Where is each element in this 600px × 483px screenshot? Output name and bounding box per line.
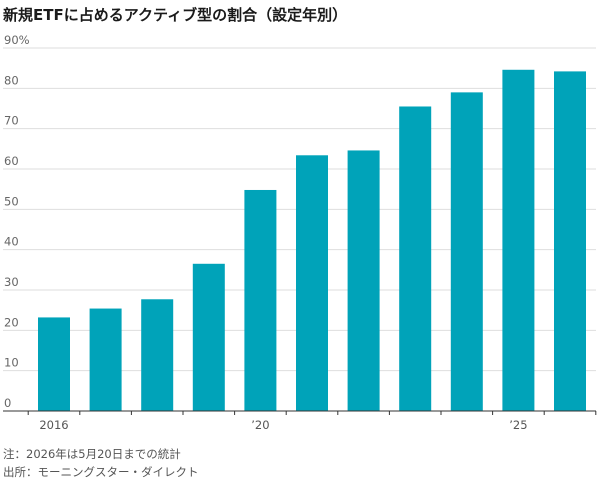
x-axis-tick-labels: 2016 ’20 ’25 — [39, 418, 527, 432]
y-tick-label: 30 — [4, 275, 19, 289]
bar-2026 — [554, 71, 586, 411]
bar-2024 — [450, 92, 483, 411]
x-tick-label: ’25 — [509, 418, 527, 432]
footnote-note: 注：2026年は5月20日までの統計 — [3, 447, 181, 461]
bar-2016 — [38, 317, 70, 411]
bar-2019 — [192, 263, 225, 411]
y-tick-label: 70 — [4, 114, 19, 128]
y-tick-label: 60 — [4, 154, 19, 168]
x-axis — [3, 410, 597, 415]
y-tick-label: 90% — [4, 33, 30, 47]
y-tick-label: 20 — [4, 315, 19, 329]
x-tick-label: 2016 — [39, 418, 68, 432]
bar-2020 — [244, 189, 277, 411]
x-tick-label: ’20 — [251, 418, 269, 432]
y-tick-label: 50 — [4, 194, 19, 208]
bar-2022 — [347, 150, 380, 412]
bar-2017 — [89, 308, 122, 411]
y-tick-label: 10 — [4, 356, 19, 370]
y-tick-label: 0 — [4, 396, 11, 410]
bar-2023 — [399, 106, 432, 411]
y-tick-label: 80 — [4, 73, 19, 87]
bar-2018 — [141, 299, 174, 411]
bar-2021 — [296, 155, 328, 411]
y-axis-tick-labels: 0 10 20 30 40 50 60 70 80 90% — [4, 33, 30, 410]
y-tick-label: 40 — [4, 235, 19, 249]
bar-2025 — [502, 69, 535, 411]
footnote-source: 出所：モーニングスター・ダイレクト — [3, 465, 199, 479]
chart-title: 新規ETFに占めるアクティブ型の割合（設定年別） — [3, 6, 348, 24]
bars — [38, 69, 586, 412]
